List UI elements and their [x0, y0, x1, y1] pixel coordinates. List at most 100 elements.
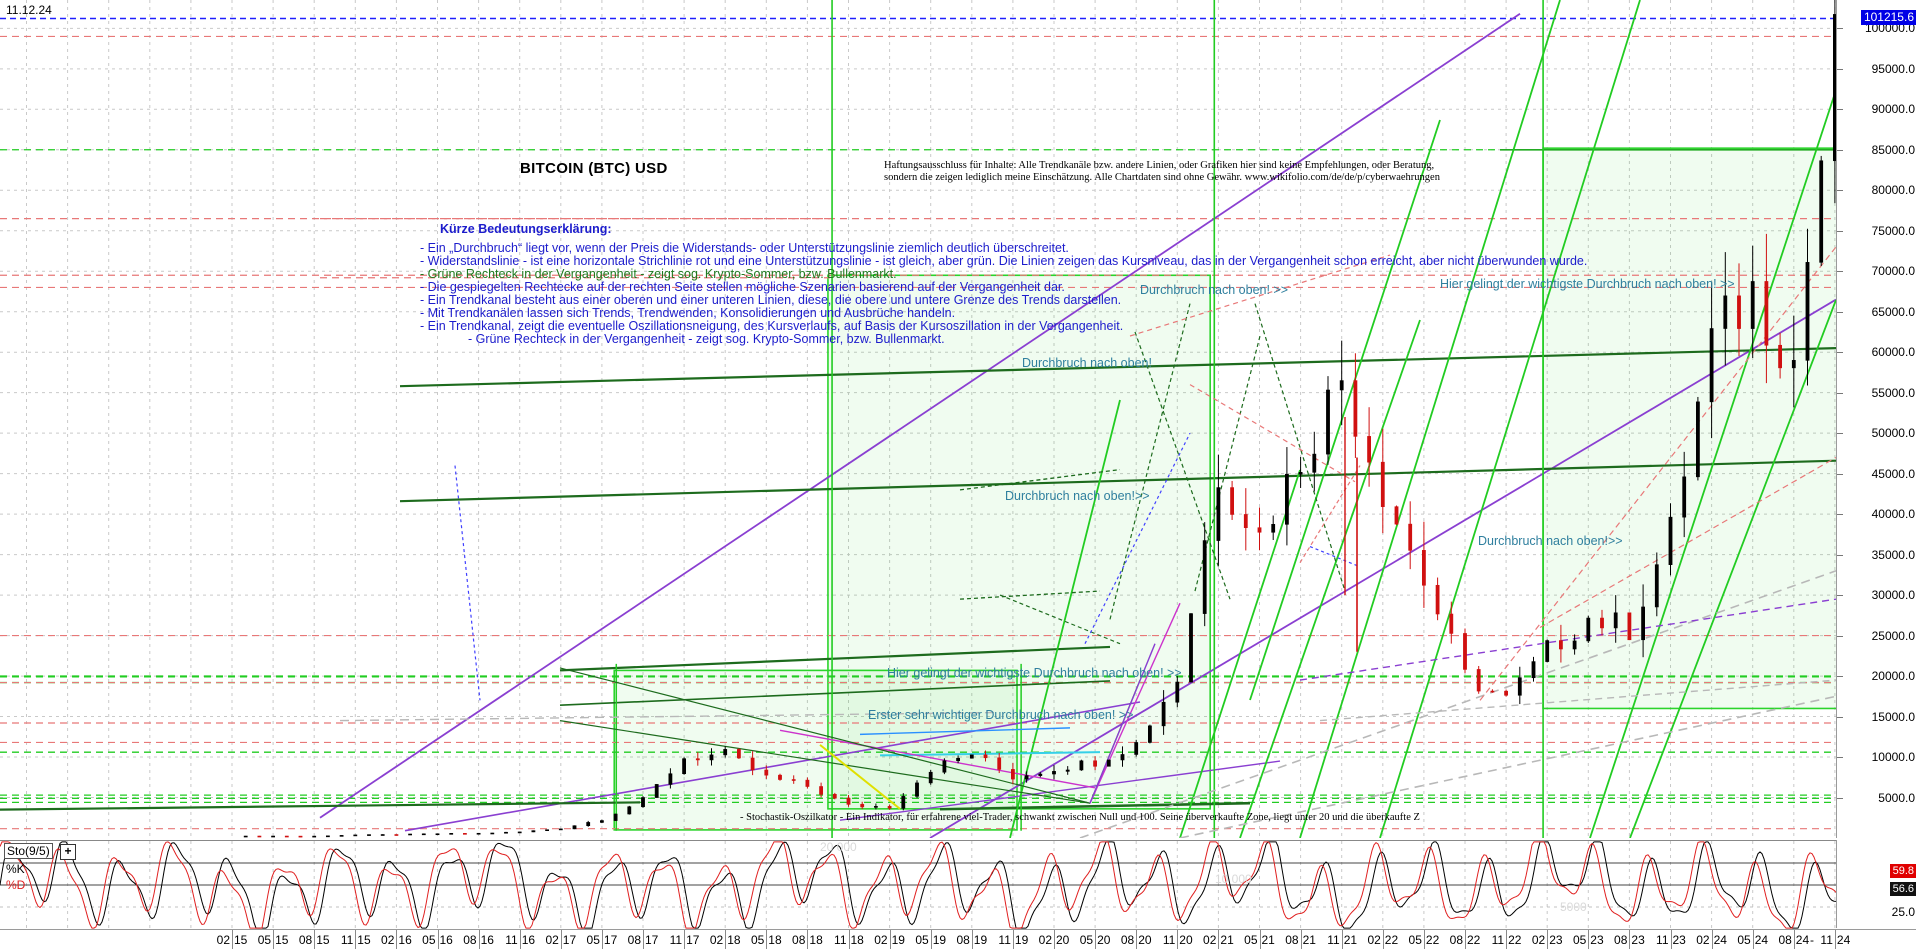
time-axis-separator: [1341, 930, 1343, 949]
time-axis-year: 23: [1631, 933, 1645, 947]
time-axis-year: 23: [1672, 933, 1686, 947]
stochastic-indicator-pane[interactable]: [0, 840, 1836, 929]
legend-line-7: - Grüne Rechteck in der Vergangenheit - …: [468, 332, 945, 346]
price-axis-label: 50000.0: [1871, 426, 1915, 441]
time-axis-year: 16: [480, 933, 494, 947]
time-axis-month: 08: [1778, 933, 1792, 947]
time-axis-year: 16: [521, 933, 536, 947]
time-axis-month: 08: [956, 933, 970, 947]
legend-line-3: - Die gespiegelten Rechtecke auf der rec…: [420, 280, 1065, 294]
time-axis-separator: [1793, 930, 1795, 949]
time-axis-separator: [1012, 930, 1014, 949]
price-axis-label: 95000.0: [1871, 61, 1915, 76]
stochastic-canvas: [0, 841, 1836, 929]
time-axis-separator: [643, 930, 644, 949]
time-axis-year: 18: [727, 933, 741, 947]
indicator-expand-icon[interactable]: +: [60, 844, 76, 860]
price-axis-tick: [1837, 595, 1843, 597]
time-axis-separator: [930, 930, 932, 949]
chart-annotation: Durchbruch nach oben!>>: [1478, 534, 1623, 548]
price-chart-pane[interactable]: [0, 0, 1836, 838]
time-axis-month: 11: [669, 933, 683, 947]
time-axis-month: 02: [1038, 933, 1052, 947]
time-axis-year: 21: [1343, 933, 1358, 947]
time-axis-separator: [766, 930, 768, 949]
time-axis-year: 24: [1795, 933, 1810, 947]
price-axis-label: 5000.0: [1878, 790, 1915, 805]
price-axis-tick: [1837, 757, 1843, 759]
time-axis-month: 02: [1203, 933, 1217, 947]
time-axis-separator: [1465, 930, 1466, 949]
price-axis[interactable]: 100000.0 95000.0 90000.0 85000.0 80000.0 7500…: [1836, 0, 1916, 838]
time-axis-month: 08: [1120, 933, 1135, 947]
price-axis-tick: [1837, 554, 1843, 556]
time-axis-separator: [396, 930, 398, 949]
time-axis-separator: [1547, 930, 1549, 949]
time-axis-separator: [971, 930, 973, 949]
time-axis-month: 05: [257, 933, 272, 947]
time-axis-separator: [437, 930, 439, 949]
time-axis-year: 19: [891, 933, 905, 947]
time-axis-month: 11: [998, 933, 1011, 947]
time-axis-separator: [1629, 930, 1631, 949]
time-axis-month: 11: [1820, 933, 1833, 947]
page-title: BITCOIN (BTC) USD: [520, 160, 668, 177]
time-axis-separator: [1752, 930, 1754, 949]
time-axis-year: 22: [1384, 933, 1399, 947]
time-axis-separator: [1300, 930, 1302, 949]
indicator-d-badge: 56.6: [1889, 882, 1916, 896]
time-axis-month: 02: [709, 933, 724, 947]
time-axis-separator: [1711, 930, 1713, 949]
indicator-name-tag[interactable]: Sto(9/5): [4, 843, 53, 859]
time-axis-year: 18: [850, 933, 864, 947]
time-axis-month: 05: [915, 933, 929, 947]
time-axis-year: 17: [603, 933, 618, 947]
time-axis-year: 20: [1056, 933, 1070, 947]
time-axis-separator: [1382, 930, 1384, 949]
date-label: 11.12.24: [6, 3, 52, 17]
legend-line-4: - Ein Trendkanal besteht aus einer obere…: [420, 293, 1122, 307]
price-axis-label: 20000.0: [1871, 669, 1915, 684]
disclaimer-line-2: sondern die zeigen lediglich meine Einsc…: [884, 172, 1440, 183]
time-axis-separator: [1506, 930, 1508, 949]
price-axis-tick: [1837, 433, 1843, 435]
time-axis-month: 05: [1737, 933, 1751, 947]
time-axis-separator: [807, 930, 809, 949]
price-axis-label: 55000.0: [1871, 385, 1915, 400]
time-axis-year: 17: [686, 933, 700, 947]
price-axis-tick: [1837, 149, 1843, 151]
time-axis[interactable]: 02 15 05 15 08 15 11 15 02 16 05 16 08 16 11 16 02 17 05 17…: [0, 929, 1916, 949]
stochastik-note: - Stochastik-Oszilkator - Ein Indikator,…: [740, 812, 1420, 823]
chart-annotation: Hier gelingt der wichtigste Durchbruch n…: [887, 666, 1182, 680]
time-axis-separator: [889, 930, 891, 949]
time-axis-separator: [1259, 930, 1261, 949]
price-axis-tick: [1837, 190, 1843, 192]
time-axis-month: 05: [1572, 933, 1587, 947]
time-axis-year: 24: [1713, 933, 1727, 947]
price-axis-label: 40000.0: [1871, 507, 1915, 522]
time-axis-year: 24: [1754, 933, 1769, 947]
time-axis-month: 02: [1367, 933, 1381, 947]
time-axis-separator: [519, 930, 521, 949]
time-axis-year: 22: [1508, 933, 1522, 947]
time-axis-year: 18: [768, 933, 782, 947]
price-axis-tick: [1837, 311, 1843, 313]
time-axis-separator: [1095, 930, 1097, 949]
time-axis-year: 24: [1836, 933, 1851, 947]
legend-line-6: - Ein Trendkanal, zeigt die eventuelle O…: [420, 319, 1124, 333]
time-axis-year: 21: [1261, 933, 1275, 947]
time-axis-month: 08: [1614, 933, 1628, 947]
indicator-d-label: %D: [6, 878, 26, 892]
time-axis-year: 20: [1097, 933, 1111, 947]
indicator-axis[interactable]: 59.8 56.6 25.0: [1836, 840, 1916, 928]
time-axis-separator: [1670, 930, 1672, 949]
time-axis-month: 08: [298, 933, 313, 947]
time-axis-separator: [1218, 930, 1220, 949]
time-axis-year: 23: [1549, 933, 1563, 947]
indicator-k-label: %K: [6, 862, 25, 876]
time-axis-separator: [1588, 930, 1590, 949]
time-axis-month: 02: [216, 933, 230, 947]
price-axis-tick: [1837, 28, 1843, 30]
price-axis-tick: [1837, 514, 1843, 516]
time-axis-month: 05: [1244, 933, 1258, 947]
